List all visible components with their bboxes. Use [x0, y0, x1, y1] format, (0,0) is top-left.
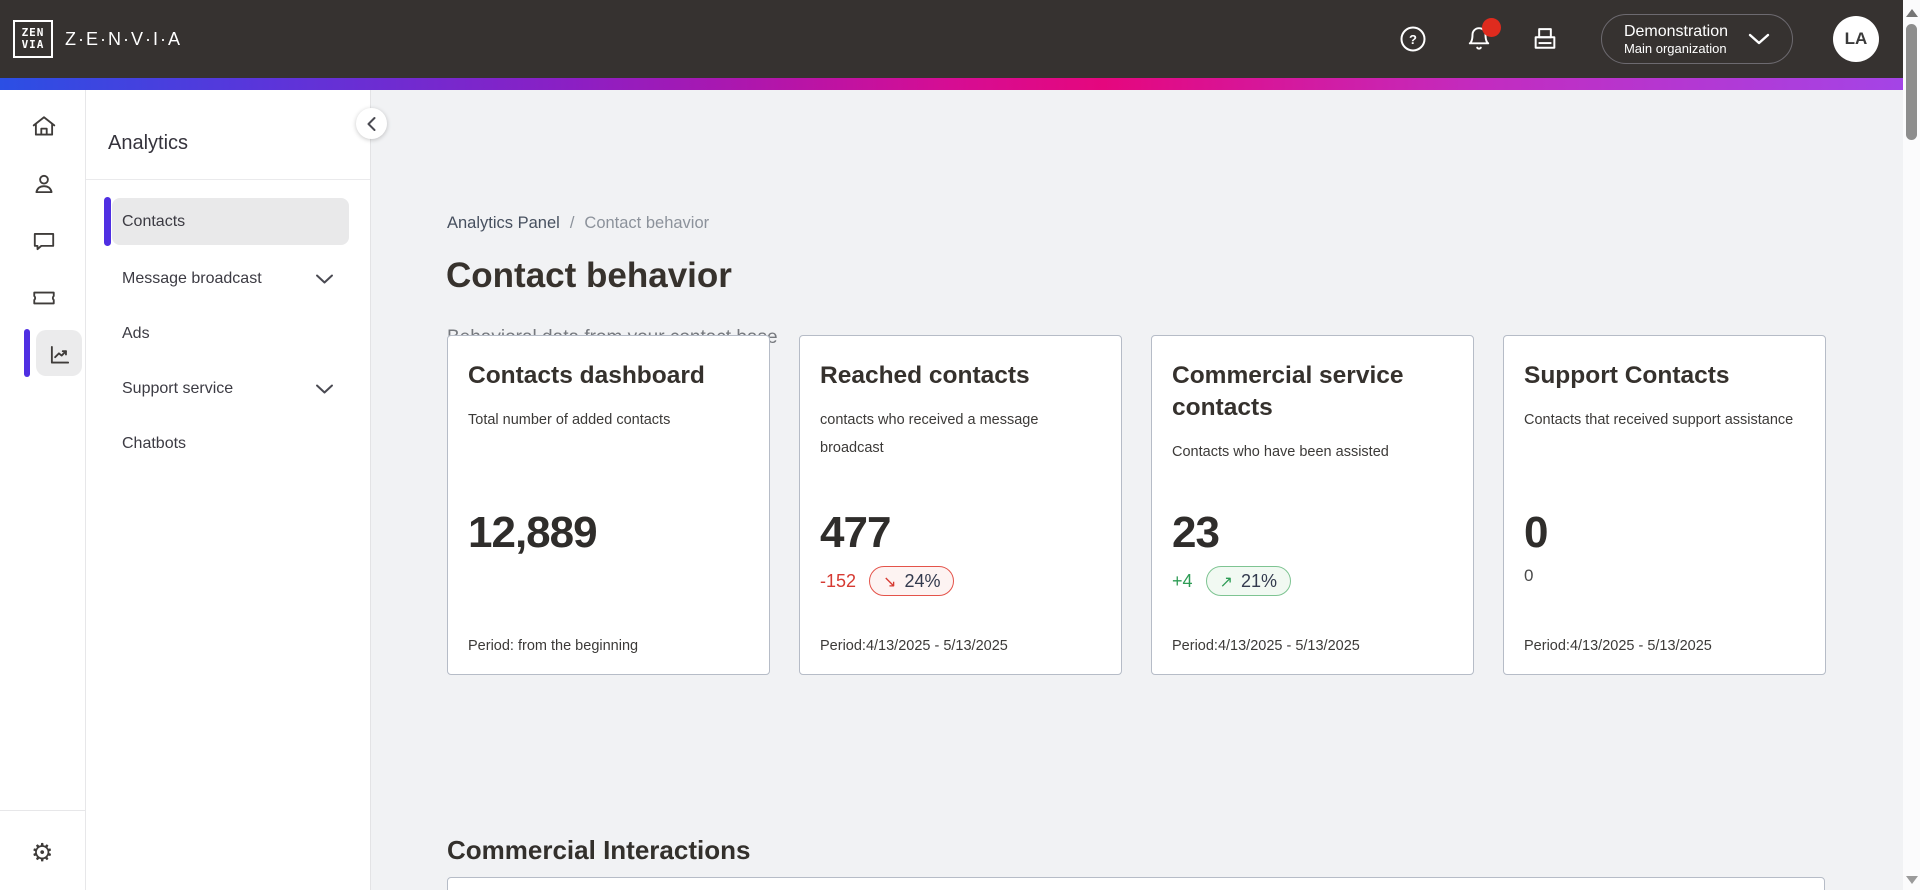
home-icon [0, 114, 57, 140]
sidebar-item-contacts[interactable]: Contacts [86, 197, 370, 246]
sidebar-collapse-button[interactable] [356, 108, 387, 139]
analytics-sidebar: Analytics Contacts Message broadcast Ads… [86, 90, 371, 890]
breadcrumb-separator: / [569, 214, 575, 232]
delta-value: -152 [820, 570, 857, 591]
breadcrumb: Analytics Panel / Contact behavior [447, 214, 709, 233]
main-content: Analytics Panel / Contact behavior Conta… [372, 90, 1903, 890]
sidebar-divider [86, 179, 370, 180]
card-commercial-service-contacts: Commercial service contacts Contacts who… [1151, 335, 1474, 675]
sidebar-item-message-broadcast[interactable]: Message broadcast [86, 255, 370, 302]
card-delta-row: 0 [1524, 566, 1533, 586]
rail-item-tickets[interactable] [0, 269, 86, 326]
card-title: Reached contacts [820, 362, 1030, 389]
page-title: Contact behavior [446, 256, 732, 295]
card-reached-contacts: Reached contacts contacts who received a… [799, 335, 1122, 675]
icon-rail: ⚙ [0, 90, 86, 890]
card-title: Support Contacts [1524, 362, 1730, 389]
card-contacts-dashboard: Contacts dashboard Total number of added… [447, 335, 770, 675]
rail-item-home[interactable] [0, 98, 86, 155]
user-avatar[interactable]: LA [1833, 16, 1879, 62]
card-description: Total number of added contacts [468, 411, 671, 428]
card-period: Period: from the beginning [468, 638, 639, 654]
bell-icon [1466, 26, 1492, 52]
selected-indicator-bar [104, 197, 111, 246]
gear-icon: ⚙ [31, 838, 54, 867]
delta-percent: 21% [1240, 570, 1277, 591]
card-period: Period:4/13/2025 - 5/13/2025 [820, 638, 1008, 654]
zenvia-logo-icon: ZEN VIA [13, 20, 53, 58]
organization-name: Demonstration [1623, 22, 1728, 40]
card-delta-row: +4 ↗ 21% [1172, 566, 1291, 596]
sidebar-item-label: Support service [122, 379, 234, 397]
rail-item-contacts[interactable] [0, 155, 86, 212]
scrollbar[interactable] [1903, 0, 1920, 890]
card-value: 12,889 [468, 508, 598, 557]
delta-percent: 24% [904, 570, 941, 591]
chevron-down-icon [315, 273, 334, 285]
organization-switcher[interactable]: Demonstration Main organization [1600, 14, 1793, 64]
sidebar-item-label: Contacts [122, 212, 186, 230]
sidebar-item-chatbots[interactable]: Chatbots [86, 420, 370, 467]
line-chart-icon [0, 342, 73, 368]
zenvia-logo[interactable]: ZEN VIA Z·E·N·V·I·A [13, 20, 182, 58]
card-delta-row: -152 ↘ 24% [820, 566, 955, 596]
trend-pill-up: ↗ 21% [1205, 566, 1291, 596]
rail-item-settings[interactable]: ⚙ [0, 824, 86, 881]
sidebar-item-label: Chatbots [122, 434, 187, 452]
breadcrumb-current: Contact behavior [584, 214, 710, 232]
rail-divider [0, 810, 86, 811]
sidebar-item-ads[interactable]: Ads [86, 310, 370, 357]
top-header: ZEN VIA Z·E·N·V·I·A ? [0, 0, 1903, 78]
card-title: Commercial service contacts [1172, 362, 1404, 421]
arrow-down-right-icon: ↘ [883, 571, 897, 591]
ticket-icon [0, 285, 57, 311]
card-support-contacts: Support Contacts Contacts that received … [1503, 335, 1826, 675]
trend-pill-down: ↘ 24% [869, 566, 955, 596]
help-icon: ? [1399, 25, 1427, 53]
card-period: Period:4/13/2025 - 5/13/2025 [1524, 638, 1712, 654]
card-value: 23 [1172, 508, 1220, 557]
card-period: Period:4/13/2025 - 5/13/2025 [1172, 638, 1360, 654]
arrow-up-right-icon: ↗ [1219, 571, 1233, 591]
person-icon [0, 171, 57, 197]
card-title: Contacts dashboard [468, 362, 705, 389]
scrollbar-up-arrow[interactable] [1906, 9, 1918, 17]
commercial-interactions-card [447, 877, 1825, 890]
breadcrumb-analytics-panel[interactable]: Analytics Panel [447, 214, 560, 232]
svg-text:?: ? [1409, 32, 1417, 47]
rail-item-analytics[interactable] [0, 326, 86, 383]
print-button[interactable] [1529, 23, 1561, 55]
section-title-commercial-interactions: Commercial Interactions [447, 835, 751, 865]
sidebar-item-label: Message broadcast [122, 269, 262, 287]
card-value: 0 [1524, 508, 1549, 557]
zenvia-logo-text: Z·E·N·V·I·A [65, 28, 182, 49]
card-description: contacts who received a message broadcas… [820, 411, 1039, 457]
organization-type: Main organization [1623, 40, 1727, 56]
card-description: Contacts who have been assisted [1172, 443, 1389, 460]
help-button[interactable]: ? [1397, 23, 1429, 55]
delta-value: 0 [1524, 566, 1534, 585]
scrollbar-down-arrow[interactable] [1906, 876, 1918, 884]
sidebar-item-support-service[interactable]: Support service [86, 365, 370, 412]
notifications-button[interactable] [1463, 18, 1501, 55]
active-indicator-bar [24, 329, 30, 377]
brand-gradient-bar [0, 78, 1903, 90]
chat-bubble-icon [0, 228, 57, 254]
scrollbar-thumb[interactable] [1906, 24, 1917, 140]
card-description: Contacts that received support assistanc… [1524, 411, 1794, 428]
sidebar-title: Analytics [108, 132, 189, 154]
chevron-left-icon [366, 116, 377, 132]
selected-item-background [112, 198, 349, 245]
chevron-down-icon [315, 383, 334, 395]
delta-value: +4 [1172, 570, 1193, 591]
sidebar-item-label: Ads [122, 324, 150, 342]
card-value: 477 [820, 508, 891, 557]
chevron-down-icon [1746, 31, 1772, 47]
printer-icon [1531, 25, 1559, 53]
rail-item-conversations[interactable] [0, 212, 86, 269]
notification-dot [1481, 18, 1501, 37]
